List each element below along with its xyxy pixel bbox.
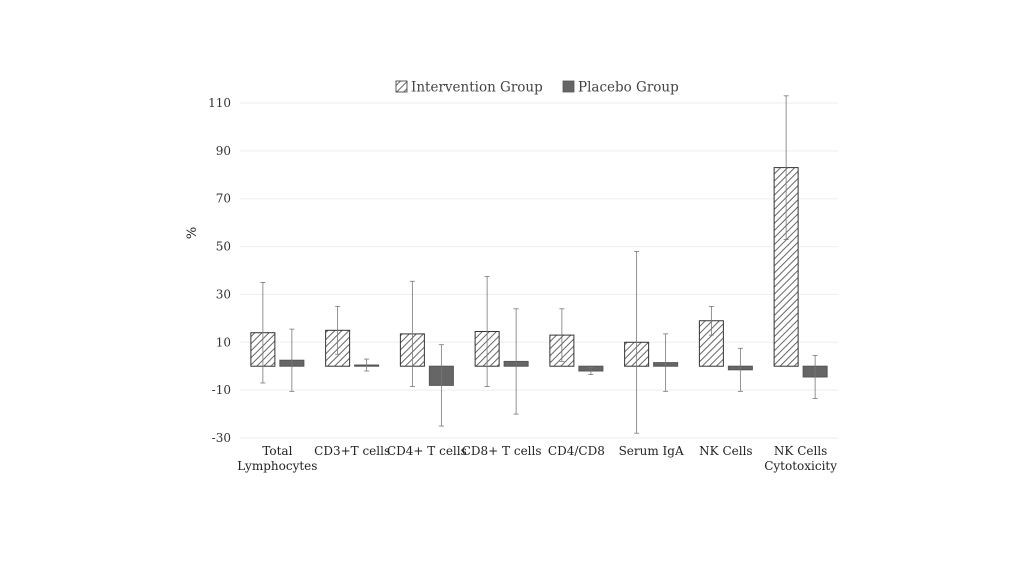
x-tick-label: Lymphocytes [237,459,317,473]
x-tick-label: CD4/CD8 [548,444,605,458]
x-tick-label: CD3+T cells [314,444,390,458]
x-tick-label: Serum IgA [619,444,684,458]
y-tick-label: 70 [216,192,231,206]
x-tick-label: Total [262,444,292,458]
legend-label: Placebo Group [578,80,679,96]
error-bars [260,95,818,434]
y-tick-label: 90 [216,144,231,158]
y-tick-label: 50 [216,240,231,254]
legend-swatch [562,80,575,93]
gridlines [240,102,838,439]
x-tick-label: CD8+ T cells [462,444,542,458]
y-tick-label: 10 [216,335,231,349]
x-tick-label: NK Cells [774,444,827,458]
legend-swatch [395,80,408,93]
x-tick-label: Cytotoxicity [764,459,837,473]
y-axis-label: % [185,227,200,239]
x-tick-label: NK Cells [699,444,752,458]
y-tick-label: 110 [208,96,231,110]
y-tick-label: -10 [212,383,231,397]
legend: Intervention Group Placebo Group [395,80,679,96]
y-tick-label: 30 [216,287,231,301]
x-tick-label: CD4+ T cells [387,444,467,458]
legend-label: Intervention Group [411,80,543,96]
y-tick-label: -30 [212,431,231,445]
y-axis-ticks: 110 90 70 50 30 10 -10 -30 [208,96,231,445]
